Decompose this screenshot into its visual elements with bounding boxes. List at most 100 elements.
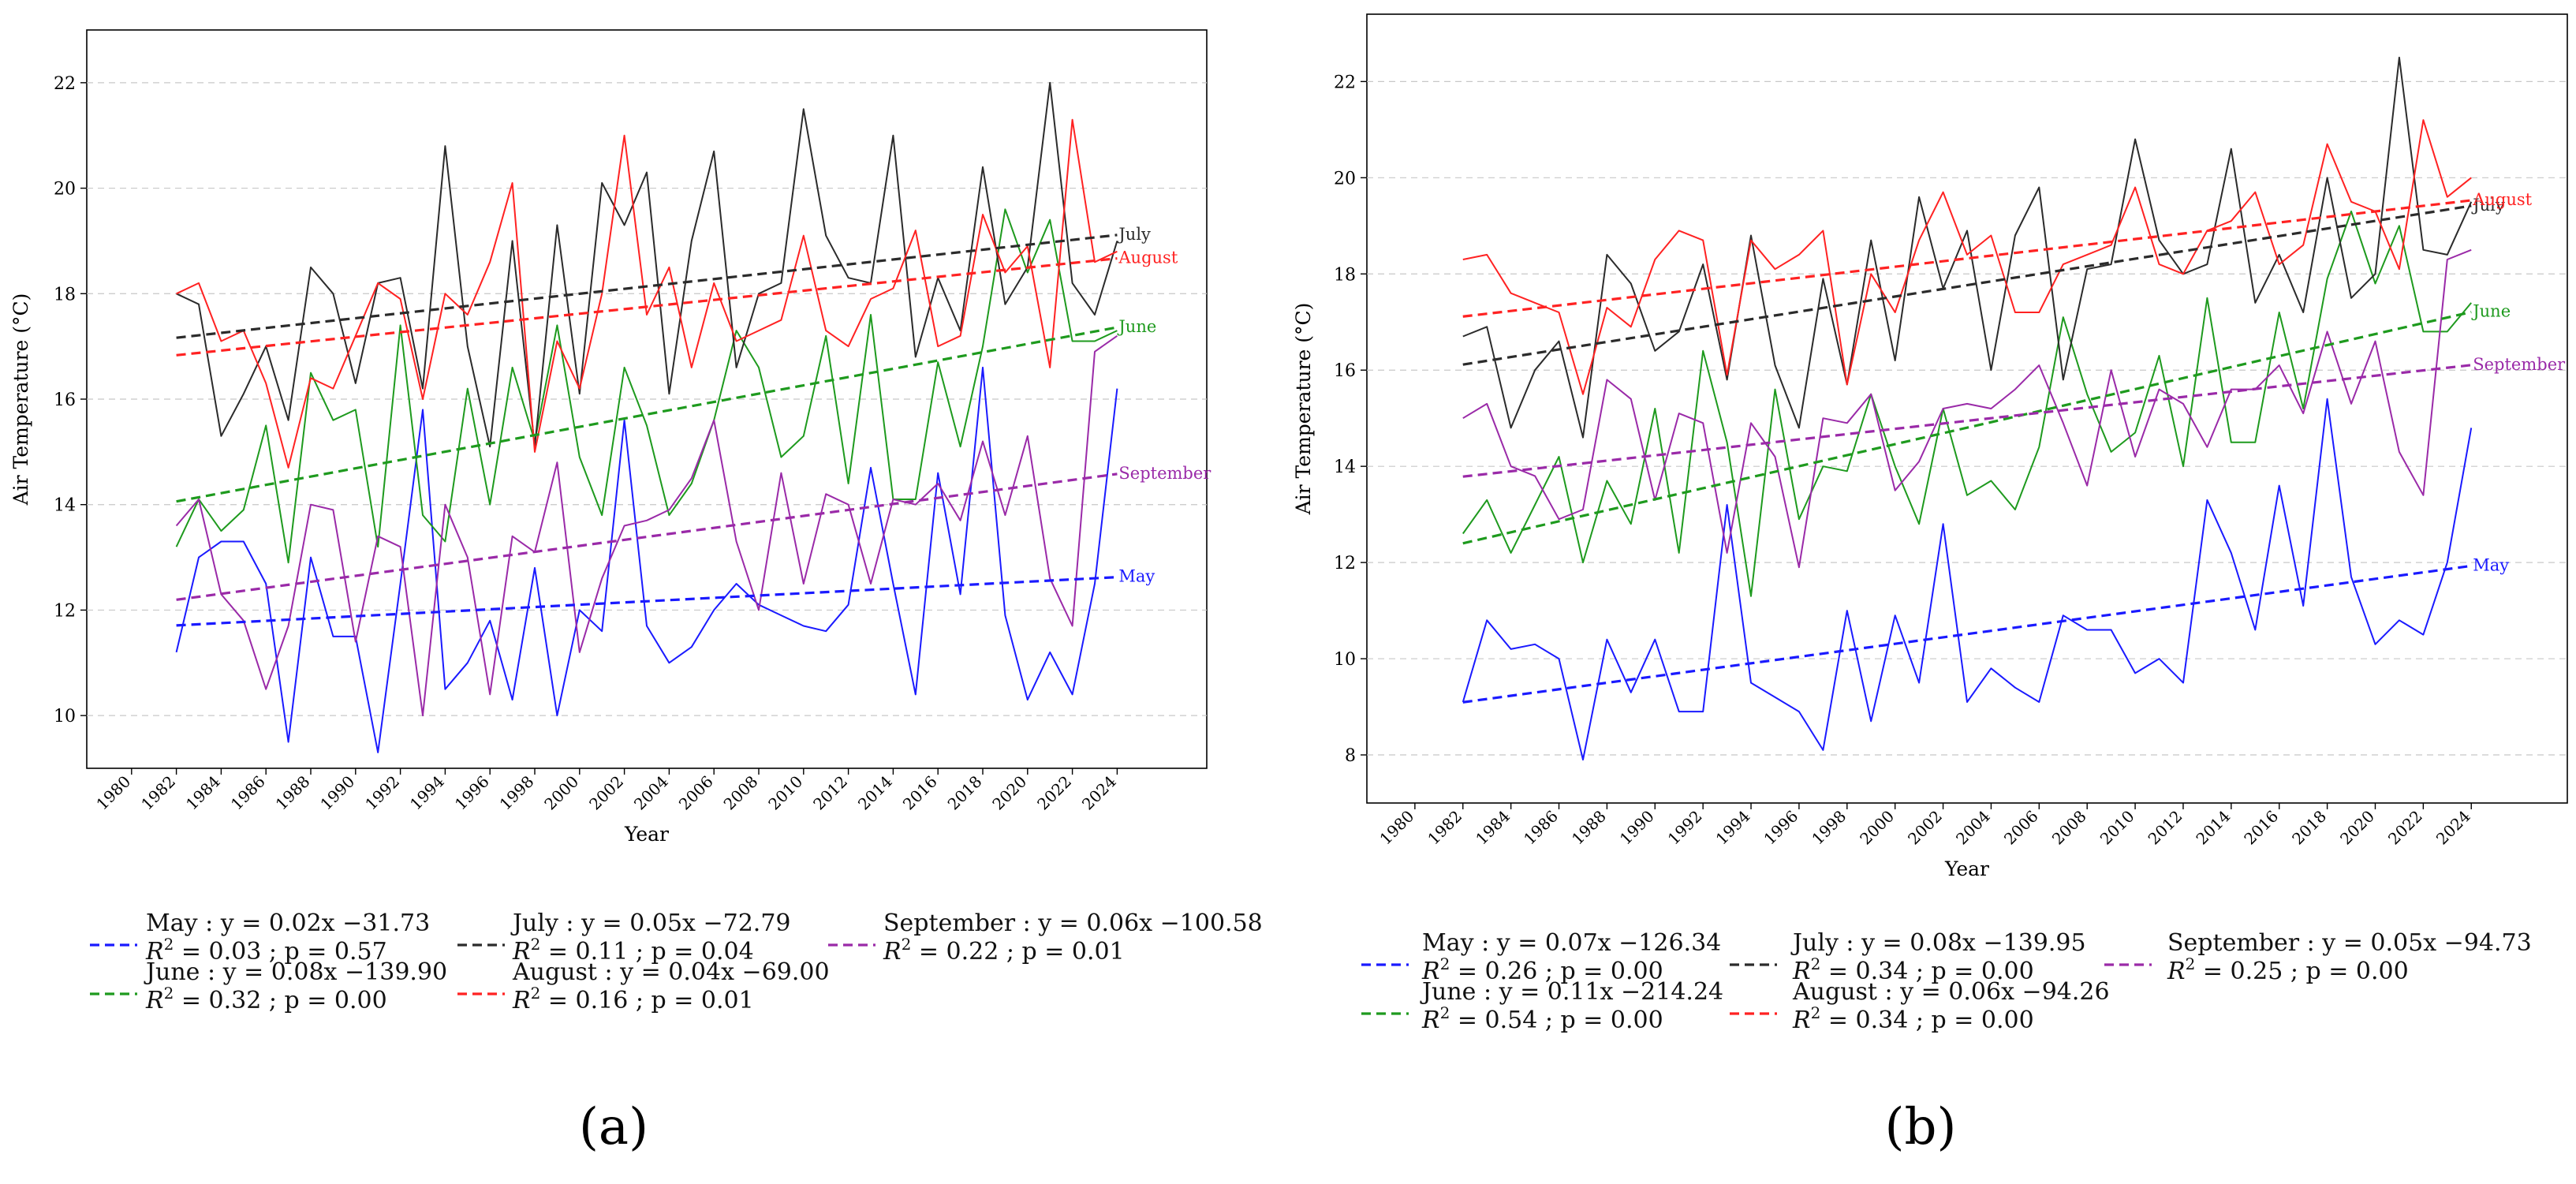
series-line-may (175, 366, 1118, 753)
series-line-september (1462, 248, 2472, 569)
y-tick-label: 16 (54, 390, 76, 410)
y-axis-title: Air Temperature (°C) (9, 293, 32, 506)
x-tick-label: 2024 (2432, 807, 2474, 849)
panel-label: (b) (1885, 1098, 1957, 1156)
y-tick-label: 16 (1334, 361, 1356, 381)
y-axis-title: Air Temperature (°C) (1292, 303, 1315, 516)
x-tick-label: 1994 (1712, 807, 1754, 849)
legend-equation: August : y = 0.06x −94.26 (1792, 978, 2110, 1006)
x-tick-label: 2018 (2288, 807, 2330, 849)
legend-equation: May : y = 0.02x −31.73 (146, 909, 430, 937)
trend-line-september (176, 472, 1118, 601)
x-tick-label: 2000 (1856, 807, 1898, 849)
y-tick-label: 14 (1334, 458, 1356, 477)
y-tick-label: 22 (1334, 73, 1356, 92)
x-tick-label: 1984 (182, 772, 224, 814)
x-tick-label: 2000 (540, 772, 582, 814)
x-tick-label: 2010 (2096, 807, 2138, 849)
trend-label-july: July (2471, 196, 2505, 215)
x-tick-label: 1980 (92, 772, 134, 814)
x-tick-label: 2002 (1904, 807, 1946, 849)
x-tick-label: 2008 (720, 772, 762, 814)
x-tick-label: 1996 (1760, 807, 1801, 849)
x-tick-label: 2004 (630, 772, 672, 814)
series-line-september (175, 334, 1118, 717)
legend-stats: R2 = 0.11 ; p = 0.04 (512, 935, 754, 966)
series-line-july (176, 81, 1118, 448)
panel-label: (a) (579, 1098, 648, 1156)
x-tick-label: 1998 (1808, 807, 1850, 849)
y-tick-label: 18 (1334, 265, 1356, 285)
x-tick-label: 2022 (2384, 807, 2426, 849)
x-tick-label: 2010 (764, 772, 806, 814)
x-tick-label: 2018 (944, 772, 986, 814)
x-tick-label: 2008 (2048, 807, 2090, 849)
legend-stats: R2 = 0.03 ; p = 0.57 (145, 935, 387, 966)
x-tick-label: 1998 (496, 772, 538, 814)
x-tick-label: 2020 (2336, 807, 2378, 849)
x-tick-label: 2012 (809, 772, 851, 814)
x-tick-label: 1990 (316, 772, 358, 814)
trend-label-august: August (1118, 248, 1178, 267)
x-tick-label: 2016 (2240, 807, 2282, 849)
x-tick-label: 2016 (899, 772, 941, 814)
trend-line-may (176, 576, 1118, 627)
legend-equation: June : y = 0.08x −139.90 (144, 958, 447, 986)
x-tick-label: 1988 (272, 772, 314, 814)
x-tick-label: 2020 (988, 772, 1030, 814)
y-tick-label: 10 (54, 707, 76, 726)
x-tick-label: 1984 (1472, 807, 1514, 849)
series-line-may (1462, 398, 2473, 761)
trend-line-may (1462, 564, 2472, 704)
trend-label-september: September (2473, 355, 2566, 374)
x-axis-title: Year (1944, 857, 1989, 880)
legend-stats: R2 = 0.26 ; p = 0.00 (1421, 954, 1663, 985)
trend-label-june: June (1117, 317, 1156, 336)
chart-panel-a: 10 12 14 16 18 20 22 1980 1982 1984 1986 1988 1990 19… (0, 0, 1288, 1181)
legend-equation: July : y = 0.05x −72.79 (510, 909, 791, 937)
legend-equation: September : y = 0.05x −94.73 (2167, 929, 2532, 957)
x-tick-label: 2004 (1952, 807, 1994, 849)
series-line-june (175, 208, 1118, 564)
y-tick-label: 12 (54, 601, 76, 621)
legend-equation: June : y = 0.11x −214.24 (1420, 978, 1723, 1006)
x-tick-label: 2006 (675, 772, 717, 814)
trend-line-june (176, 326, 1118, 503)
x-tick-label: 2014 (2192, 807, 2234, 849)
x-tick-label: 1990 (1616, 807, 1658, 849)
series-line-july (1462, 56, 2473, 439)
trend-label-may: May (2473, 555, 2509, 574)
x-tick-label: 2002 (585, 772, 627, 814)
y-tick-label: 20 (54, 180, 76, 200)
x-tick-label: 2024 (1078, 772, 1120, 814)
trend-line-september (1462, 364, 2472, 478)
trend-label-may: May (1118, 567, 1155, 586)
x-axis-title: Year (624, 823, 669, 846)
x-tick-label: 1980 (1376, 807, 1417, 849)
legend-stats: R2 = 0.22 ; p = 0.01 (883, 935, 1125, 966)
y-tick-label: 20 (1334, 169, 1356, 189)
trend-label-july: July (1117, 225, 1151, 244)
trend-label-august: August (2472, 190, 2532, 209)
x-tick-label: 1994 (406, 772, 448, 814)
trend-line-august (1462, 199, 2472, 318)
trend-line-july (1462, 204, 2472, 366)
x-tick-label: 2006 (2000, 807, 2042, 849)
series-line-june (1462, 211, 2472, 597)
x-tick-label: 2012 (2145, 807, 2186, 849)
legend-equation: September : y = 0.06x −100.58 (883, 909, 1263, 937)
trend-label-september: September (1118, 464, 1211, 483)
x-tick-label: 1982 (137, 772, 179, 814)
legend-equation: August : y = 0.04x −69.00 (512, 958, 830, 986)
x-tick-label: 1986 (1520, 807, 1562, 849)
x-tick-label: 1996 (451, 772, 493, 814)
legend-equation: May : y = 0.07x −126.34 (1422, 929, 1721, 957)
plot-frame (1366, 13, 2568, 804)
series-line-august (1462, 119, 2472, 395)
